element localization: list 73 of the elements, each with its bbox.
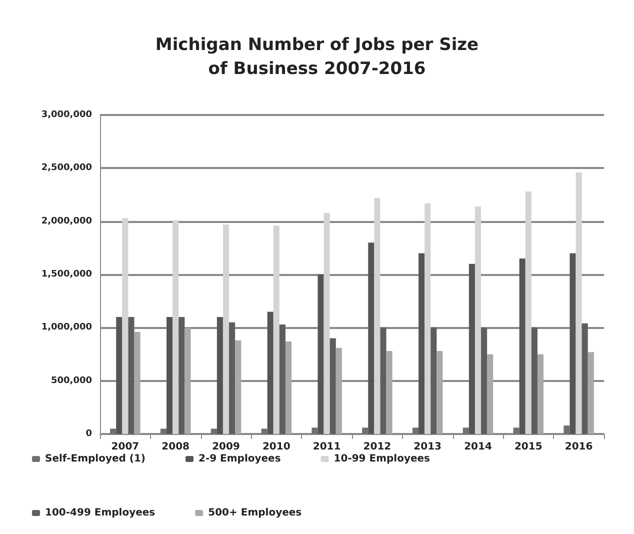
x-tick-label: 2013 (414, 442, 442, 452)
bar (564, 425, 570, 434)
y-tick-label: 1,500,000 (41, 270, 92, 280)
bar (318, 274, 324, 434)
bar (122, 218, 128, 434)
bar (418, 253, 425, 434)
y-tick-label: 3,000,000 (41, 110, 92, 120)
bar (116, 317, 122, 434)
bar (178, 317, 185, 434)
bar (424, 203, 431, 434)
bar (324, 212, 330, 434)
bar (312, 428, 318, 434)
bar (519, 258, 526, 434)
y-tick-label: 1,000,000 (41, 322, 92, 333)
bar (531, 328, 538, 434)
bar (110, 428, 116, 434)
bar (273, 226, 280, 434)
x-tick-label: 2007 (111, 442, 140, 452)
x-tick-label: 2010 (262, 442, 290, 452)
bar (582, 323, 588, 434)
x-tick-label: 2015 (514, 442, 542, 452)
bar (474, 206, 482, 434)
bar (229, 322, 236, 434)
bar (412, 428, 419, 434)
legend-label: Self-Employed (1) (45, 454, 146, 464)
bar (184, 328, 191, 434)
bar (468, 264, 475, 434)
x-tick-label: 2008 (162, 442, 190, 452)
x-tick-label: 2014 (464, 442, 492, 452)
bar (487, 354, 494, 434)
bar (462, 428, 469, 434)
bar (374, 198, 380, 434)
legend-label: 2-9 Employees (198, 454, 281, 464)
bar (336, 348, 342, 434)
bar (481, 328, 488, 434)
bar (216, 317, 223, 434)
bar (330, 338, 336, 434)
bar (525, 192, 532, 434)
bar (537, 354, 544, 434)
bar (436, 351, 443, 434)
legend-label: 100-499 Employees (45, 508, 156, 518)
x-tick-label: 2016 (564, 442, 593, 452)
bar (222, 224, 230, 434)
bar (386, 351, 392, 434)
bar (368, 242, 374, 434)
bar (160, 428, 167, 434)
x-tick-label: 2012 (363, 442, 392, 452)
x-tick-label: 2011 (312, 442, 341, 452)
bar (588, 352, 594, 434)
bar (172, 220, 179, 434)
legend-label: 10-99 Employees (334, 454, 430, 464)
bar (279, 324, 286, 434)
legend-label: 500+ Employees (208, 508, 302, 518)
y-tick-label: 500,000 (51, 376, 92, 386)
bar (430, 328, 437, 434)
bar (570, 253, 576, 434)
y-tick-label: 0 (86, 429, 92, 439)
y-tick-label: 2,500,000 (41, 163, 92, 174)
bar (128, 317, 134, 434)
y-tick-label: 2,000,000 (41, 216, 92, 226)
bar (362, 428, 368, 434)
bar (134, 332, 140, 434)
bar (166, 317, 173, 434)
bar (235, 340, 242, 434)
bar (576, 172, 582, 434)
bar (261, 428, 268, 434)
bar (380, 328, 386, 434)
bar (285, 341, 292, 434)
chart-title: Michigan Number of Jobs per Size of Business 2007-2016 (155, 35, 479, 79)
bar (210, 428, 217, 434)
bar (513, 428, 520, 434)
bar (267, 312, 274, 434)
x-tick-label: 2009 (212, 442, 240, 452)
